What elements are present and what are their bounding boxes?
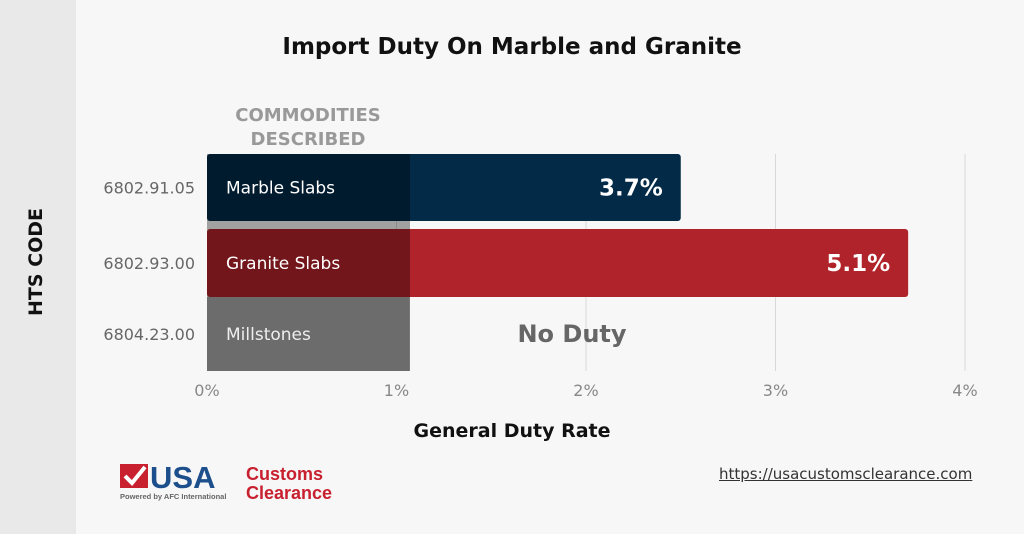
x-tick-label: 1%	[384, 381, 409, 400]
commodity-label: Granite Slabs	[226, 254, 340, 274]
data-label: 5.1%	[826, 251, 890, 277]
bar-millstones	[207, 297, 410, 371]
svg-text:Powered by AFC International: Powered by AFC International	[120, 492, 226, 501]
x-tick-label: 3%	[763, 381, 788, 400]
svg-text:Customs: Customs	[246, 464, 323, 484]
column-header-line2: DESCRIBED	[251, 129, 366, 150]
commodity-label: Millstones	[226, 325, 311, 345]
commodities-column-overlay	[207, 154, 410, 371]
commodity-label: Marble Slabs	[226, 179, 335, 199]
x-axis-label: General Duty Rate	[413, 420, 610, 442]
bar-granite-slabs	[207, 229, 909, 297]
website-link[interactable]: https://usacustomsclearance.com	[719, 465, 973, 483]
svg-text:Clearance: Clearance	[246, 483, 332, 503]
left-strip	[0, 0, 76, 534]
hts-code-label: 6802.91.05	[103, 179, 195, 198]
x-tick-label: 2%	[573, 381, 598, 400]
usa-customs-clearance-logo: USA Customs Clearance Powered by AFC Int…	[120, 460, 350, 508]
data-label: 3.7%	[599, 176, 663, 202]
chart-title: Import Duty On Marble and Granite	[282, 34, 742, 60]
hts-code-label: 6802.93.00	[103, 254, 195, 273]
x-tick-label: 4%	[952, 381, 977, 400]
x-tick-label: 0%	[194, 381, 219, 400]
hts-code-label: 6804.23.00	[103, 325, 195, 344]
bar-marble-slabs	[207, 154, 681, 221]
data-label: No Duty	[517, 320, 626, 348]
svg-text:USA: USA	[150, 462, 215, 495]
column-header-line1: COMMODITIES	[235, 105, 381, 126]
